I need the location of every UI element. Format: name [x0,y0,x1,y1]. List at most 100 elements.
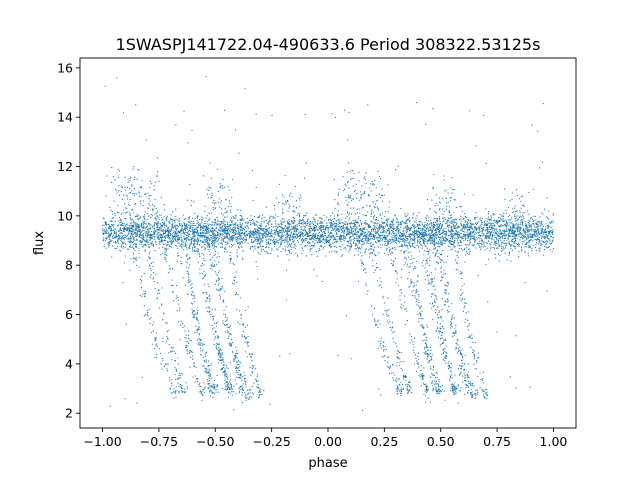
data-point [180,244,182,246]
data-point [102,224,104,226]
data-point [138,253,140,255]
data-point [354,245,357,247]
data-point [266,252,269,254]
data-point [396,218,398,221]
data-point [214,249,216,251]
data-point [278,247,280,249]
data-point [386,249,388,251]
data-point [541,231,543,233]
data-point [390,224,392,226]
data-point [414,239,416,241]
data-point [271,240,274,242]
data-point [476,238,478,240]
data-point [300,220,302,222]
data-point [175,245,178,247]
data-point [442,242,444,244]
data-point [532,233,535,236]
data-point [285,238,287,241]
data-point [198,244,201,246]
data-point [465,234,467,237]
data-point [449,240,451,242]
data-point [315,213,317,216]
data-point [349,242,351,245]
data-point [343,229,345,231]
data-point [233,226,235,228]
data-point [506,225,508,228]
data-point [222,238,224,240]
data-point [348,214,350,216]
data-point [513,216,515,218]
data-point [400,226,402,229]
data-point [488,258,490,260]
data-point [107,224,109,226]
data-point [260,227,262,229]
data-point [529,221,531,223]
data-point [395,234,397,236]
data-point [103,233,105,236]
data-point [303,222,305,224]
data-point [511,238,513,240]
data-point [181,240,184,242]
data-point [209,229,211,231]
data-point [524,233,527,235]
data-point [107,230,109,232]
data-point [238,237,240,240]
data-point [164,235,166,237]
data-point [409,227,411,230]
data-point [391,241,393,243]
data-point [288,239,291,241]
data-point [358,208,360,210]
data-point [275,225,278,227]
data-point [210,230,212,232]
data-point [434,221,436,224]
data-point [308,224,311,226]
data-point [425,238,427,240]
data-point [262,229,264,232]
data-point [324,227,327,229]
data-point [181,223,183,225]
data-point [251,222,253,224]
data-point [431,228,433,230]
data-point [262,239,264,242]
data-point [124,225,127,227]
data-point [164,237,166,240]
data-point [528,241,530,243]
data-point [423,237,425,239]
data-point [545,240,548,242]
data-point [417,235,419,238]
data-point [413,233,415,235]
data-point [104,239,106,241]
data-point [120,245,122,247]
data-point [496,247,498,249]
data-point [413,236,415,238]
data-point [496,234,499,236]
data-point [436,220,438,222]
data-point [404,243,406,245]
data-point [287,249,289,251]
data-point [514,231,517,233]
data-point [456,233,459,235]
data-point [465,251,468,253]
data-point [275,248,278,250]
data-point [368,224,370,226]
data-point [489,233,492,235]
data-point [516,237,518,239]
data-point [540,234,542,236]
data-point [107,243,109,245]
data-point [440,239,442,241]
data-point [348,231,350,233]
data-point [165,234,167,237]
data-point [196,222,198,224]
data-point [414,241,416,243]
data-point [335,230,337,232]
data-point [337,219,339,221]
data-point [518,243,520,246]
data-point [223,230,225,232]
data-point [139,234,141,237]
data-point [177,232,179,234]
data-point [385,223,388,225]
data-point [468,244,470,246]
data-point [471,234,473,236]
data-point [346,234,348,237]
data-point [144,223,146,225]
